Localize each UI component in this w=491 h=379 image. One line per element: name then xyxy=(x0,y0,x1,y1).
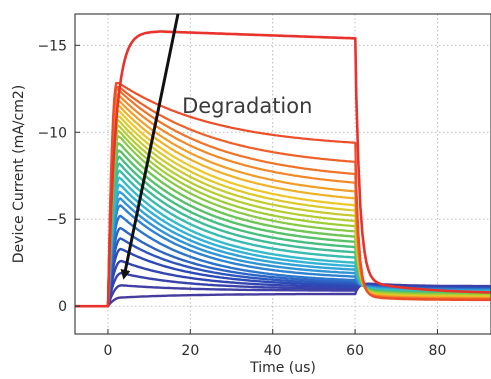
series-line-1 xyxy=(75,30,491,308)
y-tick-label-minus-5: −5 xyxy=(46,212,67,228)
y-tick-label-minus-10: −10 xyxy=(37,125,67,141)
plot-frame xyxy=(74,13,491,335)
axis-ticks xyxy=(75,44,438,334)
series-line-2 xyxy=(75,81,491,308)
y-tick-label-0: 0 xyxy=(58,299,67,315)
x-tick-label-60: 60 xyxy=(346,343,364,359)
degradation-arrow xyxy=(120,13,180,280)
x-tick-label-40: 40 xyxy=(264,343,282,359)
y-axis-label: Device Current (mA/cm2) xyxy=(11,85,27,263)
x-tick-label-20: 20 xyxy=(181,343,199,359)
x-axis-label: Time (us) xyxy=(249,360,316,376)
x-tick-label-0: 0 xyxy=(103,343,112,359)
x-tick-labels: 0 20 40 60 80 xyxy=(103,343,446,359)
x-tick-label-80: 80 xyxy=(429,343,447,359)
y-tick-labels: 0 −5 −10 −15 xyxy=(37,38,67,315)
series-group xyxy=(75,30,491,308)
series-line-4 xyxy=(75,87,491,308)
y-tick-label-minus-15: −15 xyxy=(37,38,67,54)
degradation-annotation: Degradation xyxy=(182,94,312,118)
